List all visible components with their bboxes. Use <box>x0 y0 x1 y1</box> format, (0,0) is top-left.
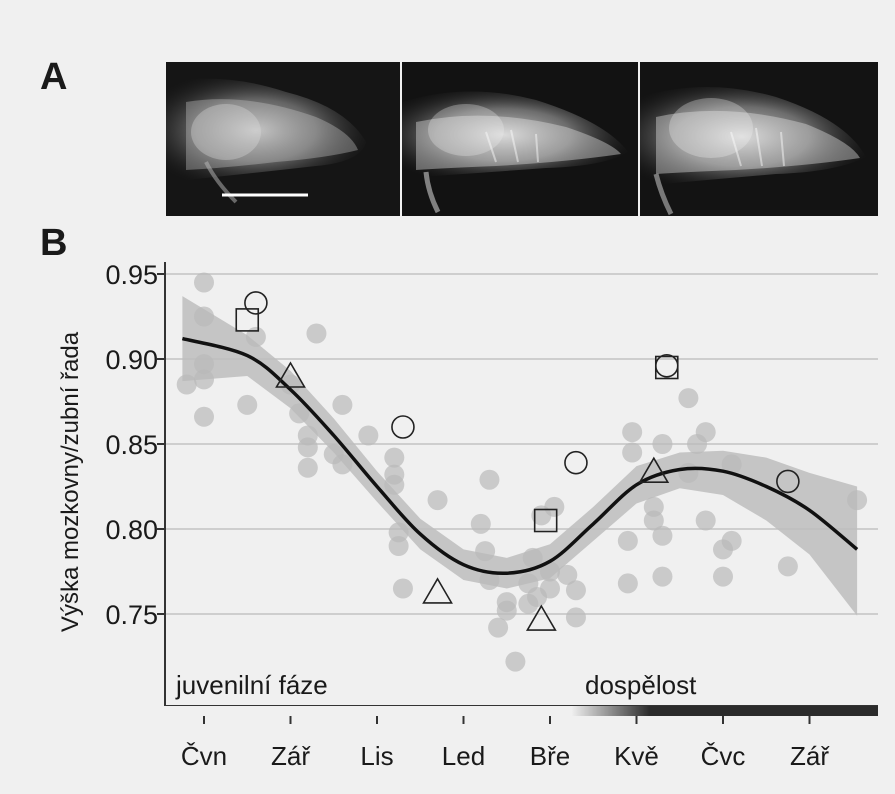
data-point-46 <box>622 442 643 463</box>
data-point-0 <box>176 374 197 395</box>
x-tick-label-6: Čvc <box>701 741 746 771</box>
data-point-38 <box>540 561 560 582</box>
square-marker-2 <box>654 355 679 380</box>
circle-marker-4 <box>776 469 800 494</box>
data-point-40 <box>544 496 565 517</box>
data-point-3 <box>194 354 214 375</box>
data-point-52 <box>652 434 673 454</box>
data-point-35 <box>522 547 543 568</box>
triangle-marker-2 <box>525 604 557 631</box>
x-tick-label-2: Lis <box>360 741 393 771</box>
panel-a-label: A <box>40 56 68 98</box>
x-tick-label-3: Led <box>442 741 485 771</box>
phase-label-adult: dospělost <box>585 670 697 700</box>
data-point-60 <box>721 530 742 551</box>
data-point-31 <box>496 600 517 621</box>
grid-layer <box>165 273 878 615</box>
triangle-marker-1 <box>422 577 453 604</box>
labels-layer: Čvn Zář Lis Led Bře Kvě Čvc Zář 0.75 0.80 0.85 0.90… <box>57 260 830 771</box>
data-point-7 <box>245 326 266 347</box>
data-point-45 <box>617 573 638 594</box>
data-point-62 <box>777 556 798 577</box>
y-tick-label-3: 0.90 <box>105 345 158 375</box>
data-point-24 <box>427 490 448 511</box>
chart: Čvn Zář Lis Led Bře Kvě Čvc Zář 0.75 0.80 0.85 0.90… <box>57 260 878 771</box>
square-marker-1 <box>533 508 558 533</box>
data-point-23 <box>392 578 413 599</box>
circle-marker-2 <box>564 450 588 475</box>
circle-marker-3 <box>654 354 679 378</box>
data-point-57 <box>678 388 699 409</box>
xray-image-strip <box>166 62 878 216</box>
phase-label-juvenile: juvenilní fáze <box>175 670 328 700</box>
data-point-63 <box>847 490 868 511</box>
data-point-59 <box>713 566 733 587</box>
data-point-20 <box>384 474 405 495</box>
y-tick-label-1: 0.80 <box>105 515 158 545</box>
data-point-2 <box>194 272 214 293</box>
confidence-band-layer <box>182 296 858 616</box>
phase-bar <box>165 706 878 716</box>
confidence-band <box>182 296 858 616</box>
data-point-43 <box>565 607 586 628</box>
triangle-marker-0 <box>275 361 306 388</box>
panel-b-label: B <box>40 222 68 264</box>
data-point-50 <box>652 525 673 546</box>
data-point-13 <box>297 457 318 478</box>
data-point-12 <box>306 323 327 344</box>
individual-markers-layer <box>235 291 800 631</box>
y-tick-label-4: 0.95 <box>105 260 158 290</box>
data-point-25 <box>470 513 491 534</box>
data-point-29 <box>488 617 509 638</box>
data-point-42 <box>565 580 586 601</box>
data-point-8 <box>280 374 301 395</box>
x-tick-label-1: Zář <box>271 741 311 771</box>
xray-juvenile <box>166 62 400 216</box>
data-point-6 <box>237 394 258 415</box>
data-point-53 <box>678 462 699 483</box>
axes-layer <box>157 262 878 724</box>
data-point-39 <box>540 578 560 599</box>
x-tick-label-4: Bře <box>530 741 570 771</box>
x-tick-label-7: Zář <box>790 741 830 771</box>
x-tick-label-5: Kvě <box>614 741 659 771</box>
data-point-47 <box>622 422 643 443</box>
data-point-1 <box>194 306 214 327</box>
data-point-28 <box>479 570 500 590</box>
data-point-44 <box>617 530 638 551</box>
fit-curve <box>181 336 859 576</box>
square-marker-0 <box>235 308 260 332</box>
x-tick-label-0: Čvn <box>181 741 227 771</box>
data-point-41 <box>557 564 578 585</box>
data-point-56 <box>695 510 716 531</box>
data-point-22 <box>388 536 409 556</box>
fit-curve-layer <box>181 336 859 576</box>
circle-marker-1 <box>391 415 415 439</box>
data-point-17 <box>358 425 379 446</box>
y-tick-label-2: 0.85 <box>105 430 158 460</box>
data-point-55 <box>695 422 716 443</box>
data-point-15 <box>332 394 353 415</box>
data-point-27 <box>479 469 500 490</box>
circle-marker-0 <box>244 291 268 315</box>
data-point-9 <box>289 403 310 424</box>
triangle-marker-3 <box>638 456 670 483</box>
y-tick-label-0: 0.75 <box>105 600 158 630</box>
data-point-16 <box>332 454 353 475</box>
data-point-26 <box>475 541 496 562</box>
data-point-51 <box>652 566 673 587</box>
xray-adult-1 <box>402 62 638 216</box>
data-point-61 <box>721 454 742 475</box>
y-axis-label: Výška mozkovny/zubní řada <box>57 331 84 632</box>
data-points-layer <box>176 272 868 672</box>
data-point-11 <box>297 437 318 458</box>
xray-adult-2 <box>640 62 878 216</box>
data-point-18 <box>384 447 405 468</box>
data-point-4 <box>194 369 214 390</box>
data-point-32 <box>505 651 526 672</box>
data-point-49 <box>643 510 664 531</box>
data-point-5 <box>194 406 214 427</box>
